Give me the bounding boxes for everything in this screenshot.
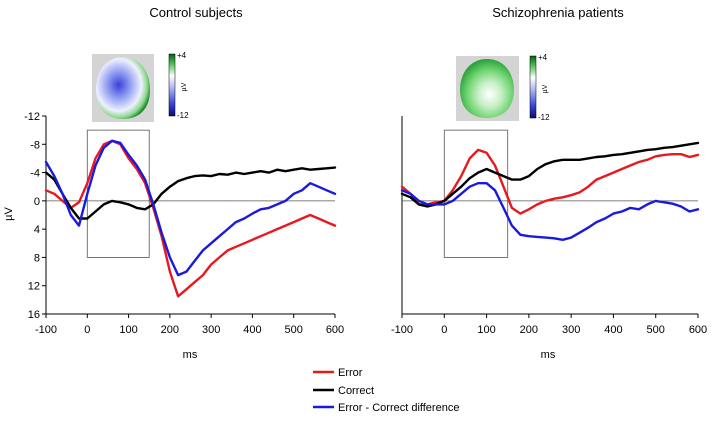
x-axis-label: ms: [541, 349, 556, 361]
series-line-correct: [44, 166, 337, 220]
x-tick-label: 400: [243, 324, 261, 336]
series-line-correct: [400, 141, 700, 208]
x-tick-label: 600: [689, 324, 707, 336]
scalp-map: +4 -12 µV: [92, 51, 189, 122]
x-tick-label: 0: [84, 324, 90, 336]
x-tick-label: 600: [326, 324, 344, 336]
y-tick-label: 12: [28, 281, 40, 293]
x-tick-label: 500: [285, 324, 303, 336]
colorbar-max-label: +4: [177, 51, 187, 60]
legend-item-error: Error: [313, 367, 363, 379]
y-tick-label: -12: [24, 111, 40, 123]
legend-label-error: Error: [338, 367, 363, 379]
window-box: [443, 129, 509, 258]
scalp-map-head: [96, 57, 150, 119]
legend-label-difference: Error - Correct difference: [338, 402, 459, 414]
legend: Error Correct Error - Correct difference: [313, 367, 459, 414]
scalp-map-head: [460, 59, 514, 118]
plot-area: -100 0 100 200 300 400 500 600: [391, 116, 707, 336]
x-axis-label: ms: [183, 349, 198, 361]
x-tick-label: 300: [562, 324, 580, 336]
chart-title: Schizophrenia patients: [492, 5, 624, 20]
y-tick-label: -4: [30, 168, 40, 180]
colorbar-min-label: -12: [177, 111, 189, 120]
y-tick-label: 4: [34, 224, 40, 236]
x-tick-label: 300: [202, 324, 220, 336]
x-tick-label: 200: [520, 324, 538, 336]
x-tick-label: 0: [441, 324, 447, 336]
window-box: [86, 129, 150, 258]
series-line-error: [44, 139, 337, 298]
chart-title: Control subjects: [149, 5, 243, 20]
series-line-error: [400, 148, 700, 215]
plot-area: -12 -8 -4 0 4 8 12 16 -100 0 100 200 300 400 500 600: [24, 111, 344, 336]
y-tick-label: 0: [34, 196, 40, 208]
x-ticks: -100 0 100 200 300 400 500 600: [35, 314, 344, 336]
colorbar-unit-label: µV: [181, 82, 188, 91]
legend-item-correct: Correct: [313, 385, 374, 397]
colorbar-max-label: +4: [538, 53, 548, 62]
y-tick-label: 8: [34, 252, 40, 264]
y-tick-label: -8: [30, 139, 40, 151]
x-tick-label: 100: [477, 324, 495, 336]
scalp-map: +4 -12 µV: [456, 53, 550, 122]
series-line-error-correct-difference: [400, 181, 700, 242]
x-tick-label: 500: [647, 324, 665, 336]
x-tick-label: -100: [35, 324, 57, 336]
series-line-error-correct-difference: [44, 139, 337, 277]
y-ticks: -12 -8 -4 0 4 8 12 16: [24, 111, 46, 321]
x-tick-label: -100: [391, 324, 413, 336]
chart-schizophrenia: Schizophrenia patients +4 -12 µV -100 0 10…: [391, 5, 707, 361]
x-tick-label: 100: [119, 324, 137, 336]
legend-item-difference: Error - Correct difference: [313, 402, 459, 414]
series-lines: [400, 141, 700, 242]
colorbar-min-label: -12: [538, 113, 550, 122]
x-ticks: -100 0 100 200 300 400 500 600: [391, 314, 707, 336]
x-tick-label: 400: [604, 324, 622, 336]
colorbar: [168, 53, 176, 117]
y-tick-label: 16: [28, 309, 40, 321]
chart-control: Control subjects +4 -12 µV -12 -8 -4 0 4 8 12 1…: [3, 5, 344, 361]
legend-label-correct: Correct: [338, 385, 374, 397]
colorbar: [529, 55, 537, 119]
colorbar-unit-label: µV: [542, 84, 549, 93]
series-lines: [44, 139, 337, 298]
y-axis-label: µV: [3, 207, 15, 221]
x-tick-label: 200: [161, 324, 179, 336]
